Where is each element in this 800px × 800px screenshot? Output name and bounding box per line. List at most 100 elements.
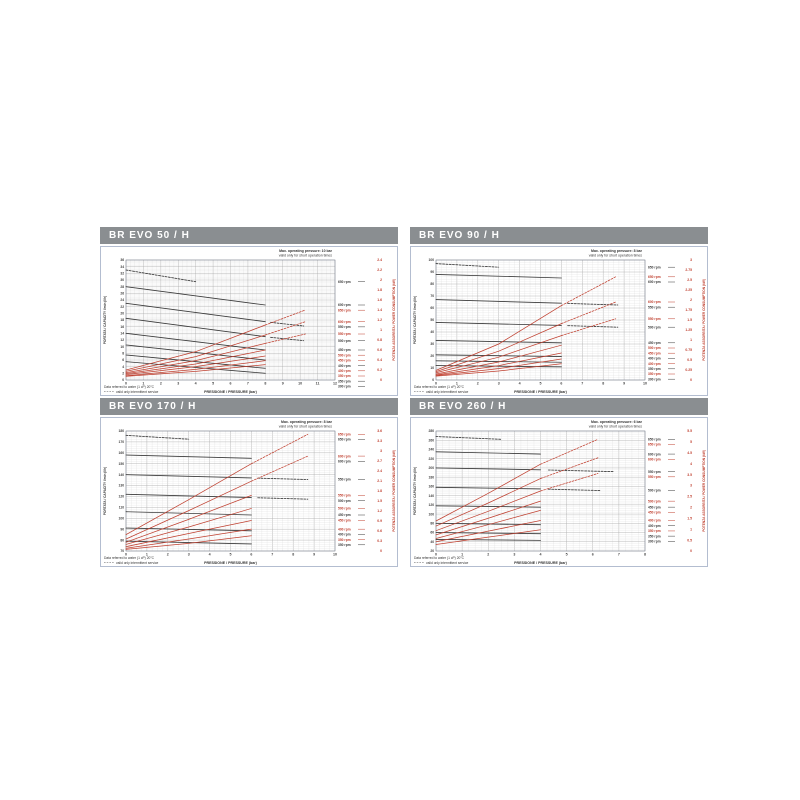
svg-text:6: 6 [122, 358, 124, 362]
svg-text:500 rpm: 500 rpm [648, 489, 661, 493]
svg-text:20: 20 [120, 312, 124, 316]
svg-text:7: 7 [247, 382, 249, 386]
svg-text:2: 2 [160, 382, 162, 386]
svg-text:5: 5 [690, 440, 692, 444]
svg-text:110: 110 [119, 506, 125, 510]
svg-text:valid only intermittent servic: valid only intermittent service [426, 561, 468, 565]
svg-text:150: 150 [119, 462, 125, 466]
svg-text:30: 30 [120, 278, 124, 282]
svg-text:80: 80 [430, 522, 434, 526]
svg-text:120: 120 [429, 503, 435, 507]
svg-text:1.5: 1.5 [687, 318, 692, 322]
svg-text:400 rpm: 400 rpm [648, 357, 661, 361]
svg-text:10: 10 [430, 366, 434, 370]
svg-text:80: 80 [120, 538, 124, 542]
panel-title-br-evo-50h: BR EVO 50 / H [100, 227, 398, 244]
svg-text:3: 3 [498, 382, 500, 386]
svg-text:600 rpm: 600 rpm [338, 320, 351, 324]
svg-text:18: 18 [120, 318, 124, 322]
svg-text:500 rpm: 500 rpm [338, 499, 351, 503]
svg-text:2: 2 [477, 382, 479, 386]
svg-text:3: 3 [188, 553, 190, 557]
svg-text:2.4: 2.4 [377, 469, 382, 473]
svg-text:90: 90 [430, 270, 434, 274]
svg-text:1: 1 [456, 382, 458, 386]
svg-text:1: 1 [146, 553, 148, 557]
svg-text:6: 6 [230, 382, 232, 386]
svg-text:3: 3 [690, 258, 692, 262]
svg-text:valid only for short operation: valid only for short operation times [589, 254, 643, 258]
svg-text:6: 6 [592, 553, 594, 557]
svg-text:PRESSIONE / PRESSURE (bar): PRESSIONE / PRESSURE (bar) [514, 561, 568, 565]
svg-text:4: 4 [690, 462, 692, 466]
svg-text:350 rpm: 350 rpm [648, 534, 661, 538]
svg-text:5: 5 [230, 553, 232, 557]
panel-br-evo-260h: BR EVO 260 / H 0 1 2 3 4 5 6 7 8 20 40 60 80 100 120 14… [410, 398, 708, 567]
svg-text:5: 5 [540, 382, 542, 386]
svg-text:90: 90 [120, 527, 124, 531]
svg-text:Data referred to water (1 cP): Data referred to water (1 cP) 20°C [414, 556, 465, 560]
svg-text:2.75: 2.75 [685, 268, 692, 272]
svg-text:0: 0 [125, 382, 127, 386]
svg-text:500 rpm: 500 rpm [648, 346, 661, 350]
svg-text:4.5: 4.5 [687, 451, 692, 455]
svg-text:34: 34 [120, 265, 124, 269]
svg-text:0.75: 0.75 [685, 348, 692, 352]
svg-text:PORTATA / CAPACITY l/min (l/h): PORTATA / CAPACITY l/min (l/h) [103, 467, 107, 515]
svg-text:6: 6 [250, 553, 252, 557]
svg-text:1: 1 [142, 382, 144, 386]
svg-text:8: 8 [602, 382, 604, 386]
svg-text:0: 0 [125, 553, 127, 557]
svg-text:80: 80 [430, 282, 434, 286]
svg-text:60: 60 [430, 531, 434, 535]
svg-text:1.2: 1.2 [377, 318, 382, 322]
svg-text:2: 2 [122, 372, 124, 376]
svg-text:PORTATA / CAPACITY l/min (l/h): PORTATA / CAPACITY l/min (l/h) [413, 296, 417, 344]
svg-text:PORTATA / CAPACITY l/min (l/h): PORTATA / CAPACITY l/min (l/h) [413, 467, 417, 515]
svg-text:400 rpm: 400 rpm [338, 527, 351, 531]
svg-text:PRESSIONE / PRESSURE (bar): PRESSIONE / PRESSURE (bar) [204, 561, 258, 565]
svg-text:300 rpm: 300 rpm [338, 385, 351, 389]
svg-text:160: 160 [119, 451, 125, 455]
svg-text:450 rpm: 450 rpm [338, 348, 351, 352]
svg-text:9: 9 [282, 382, 284, 386]
svg-text:3: 3 [177, 382, 179, 386]
svg-text:valid only for short operation: valid only for short operation times [279, 254, 333, 258]
svg-text:8: 8 [644, 553, 646, 557]
svg-text:0.4: 0.4 [377, 358, 382, 362]
svg-text:Max. operating pressure: 8 bar: Max. operating pressure: 8 bar [591, 249, 643, 253]
svg-text:650 rpm: 650 rpm [648, 265, 661, 269]
svg-text:400 rpm: 400 rpm [648, 519, 661, 523]
svg-text:650 rpm: 650 rpm [338, 432, 351, 436]
svg-text:350 rpm: 350 rpm [338, 538, 351, 542]
svg-text:30: 30 [430, 342, 434, 346]
svg-text:180: 180 [429, 475, 435, 479]
svg-text:Data referred to water (1 cP): Data referred to water (1 cP) 20°C [414, 385, 465, 389]
svg-text:5: 5 [566, 553, 568, 557]
svg-text:130: 130 [119, 484, 125, 488]
svg-text:40: 40 [430, 540, 434, 544]
svg-text:550 rpm: 550 rpm [648, 475, 661, 479]
svg-text:550 rpm: 550 rpm [648, 470, 661, 474]
svg-text:8: 8 [122, 352, 124, 356]
svg-text:0.5: 0.5 [687, 358, 692, 362]
svg-text:100: 100 [429, 258, 435, 262]
svg-text:550 rpm: 550 rpm [338, 478, 351, 482]
svg-text:5.5: 5.5 [687, 429, 692, 433]
svg-text:650 rpm: 650 rpm [338, 280, 351, 284]
svg-text:450 rpm: 450 rpm [648, 351, 661, 355]
svg-text:550 rpm: 550 rpm [338, 332, 351, 336]
svg-text:2.4: 2.4 [377, 258, 382, 262]
svg-text:3: 3 [690, 484, 692, 488]
svg-text:7: 7 [581, 382, 583, 386]
svg-text:70: 70 [120, 549, 124, 553]
svg-text:1.6: 1.6 [377, 298, 382, 302]
svg-text:4: 4 [209, 553, 211, 557]
svg-text:PRESSIONE / PRESSURE (bar): PRESSIONE / PRESSURE (bar) [204, 390, 258, 394]
svg-text:32: 32 [120, 272, 124, 276]
svg-text:500 rpm: 500 rpm [338, 339, 351, 343]
svg-text:3: 3 [380, 449, 382, 453]
svg-text:9: 9 [623, 382, 625, 386]
svg-text:140: 140 [119, 473, 125, 477]
svg-text:0: 0 [380, 378, 382, 382]
